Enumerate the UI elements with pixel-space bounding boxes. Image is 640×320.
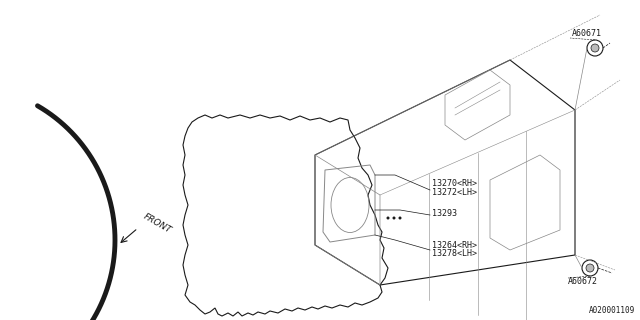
Circle shape [392,217,396,220]
Text: 13264<RH>: 13264<RH> [432,241,477,250]
Circle shape [586,264,594,272]
Circle shape [387,217,390,220]
Circle shape [591,44,599,52]
Circle shape [399,217,401,220]
Text: 13293: 13293 [432,209,457,218]
Text: A020001109: A020001109 [589,306,635,315]
Text: FRONT: FRONT [142,212,173,236]
Text: 13278<LH>: 13278<LH> [432,250,477,259]
Text: A60671: A60671 [572,28,602,37]
Text: 13270<RH>: 13270<RH> [432,179,477,188]
Text: 13272<LH>: 13272<LH> [432,188,477,196]
Text: A60672: A60672 [568,277,598,286]
